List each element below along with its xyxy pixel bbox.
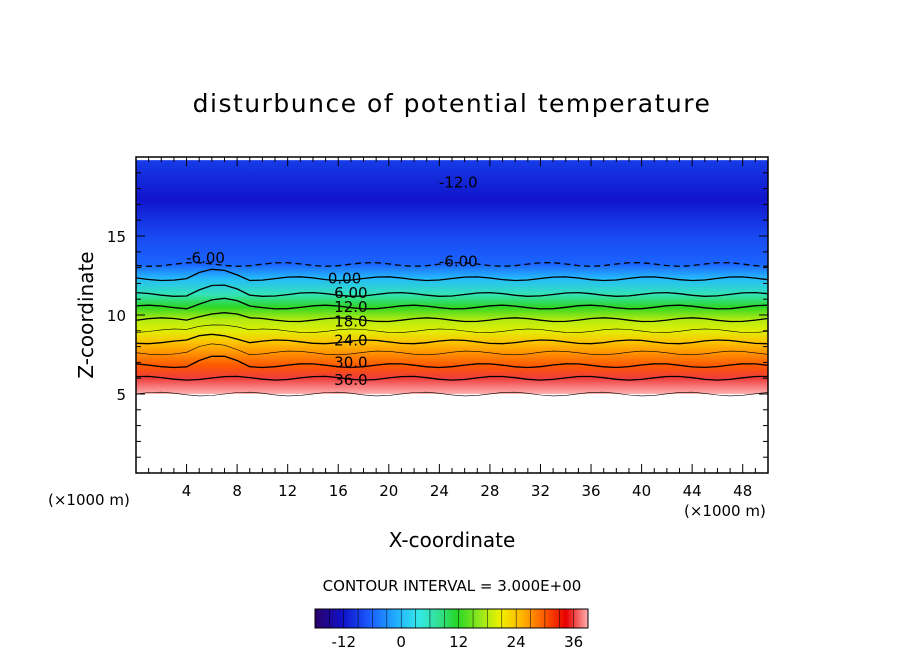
- x-unit-left: (×1000 m): [48, 491, 130, 509]
- colorbar-tick-label: 24: [507, 633, 526, 651]
- x-tick-label: 16: [329, 482, 348, 500]
- contour-line: [136, 312, 768, 323]
- x-axis-label: X-coordinate: [389, 528, 516, 552]
- contour-line: [136, 343, 768, 356]
- x-tick-label: 8: [232, 482, 242, 500]
- contour-label: 6.00: [334, 284, 367, 302]
- chart-title: disturbunce of potential temperature: [193, 89, 712, 118]
- x-tick-label: 40: [632, 482, 651, 500]
- contour-line: [136, 268, 768, 282]
- contour-line: [136, 297, 768, 310]
- colorbar-ticks: -12 0 12 24 36: [314, 609, 589, 651]
- y-tick-label: 15: [107, 228, 126, 246]
- y-tick-label: 5: [116, 386, 126, 404]
- x-tick-label: 44: [683, 482, 702, 500]
- colorbar-tick-label: 0: [396, 633, 406, 651]
- contour-label: -6.00: [439, 252, 478, 270]
- contour-label: 24.0: [334, 331, 367, 349]
- contour-lines: [136, 262, 768, 397]
- x-tick-label: 12: [278, 482, 297, 500]
- contour-line: [136, 375, 768, 381]
- plot-area: [136, 160, 768, 397]
- x-tick-label: 32: [531, 482, 550, 500]
- y-axis-ticks: 5 10 15: [107, 172, 768, 458]
- contour-line: [136, 333, 768, 345]
- contour-line: [136, 262, 768, 267]
- contour-label: -12.0: [439, 173, 478, 191]
- x-tick-label: 36: [581, 482, 600, 500]
- colorbar: [314, 608, 589, 629]
- colorbar-tick-label: 36: [564, 633, 583, 651]
- contour-line: [136, 355, 768, 369]
- x-axis-ticks: 4 8 12 16 20 24 28 32 36 40 44 48: [148, 157, 756, 500]
- contour-label: 36.0: [334, 371, 367, 389]
- colorbar-tick-label: -12: [331, 633, 356, 651]
- contour-label: 18.0: [334, 312, 367, 330]
- contour-label: 0.00: [328, 270, 361, 288]
- contour-line: [136, 284, 768, 297]
- x-tick-label: 48: [733, 482, 752, 500]
- contour-line: [136, 391, 768, 397]
- x-tick-label: 20: [379, 482, 398, 500]
- y-tick-label: 10: [107, 307, 126, 325]
- x-tick-label: 4: [182, 482, 192, 500]
- contour-label: -6.00: [186, 249, 225, 267]
- colorbar-tick-label: 12: [449, 633, 468, 651]
- contour-interval-note: CONTOUR INTERVAL = 3.000E+00: [323, 577, 582, 595]
- contour-label: 30.0: [334, 353, 367, 371]
- y-axis-label: Z-coordinate: [74, 251, 98, 378]
- x-unit-right: (×1000 m): [684, 502, 766, 520]
- x-tick-label: 28: [480, 482, 499, 500]
- contour-line: [136, 324, 768, 333]
- x-tick-label: 24: [430, 482, 449, 500]
- contour-label: 12.0: [334, 298, 367, 316]
